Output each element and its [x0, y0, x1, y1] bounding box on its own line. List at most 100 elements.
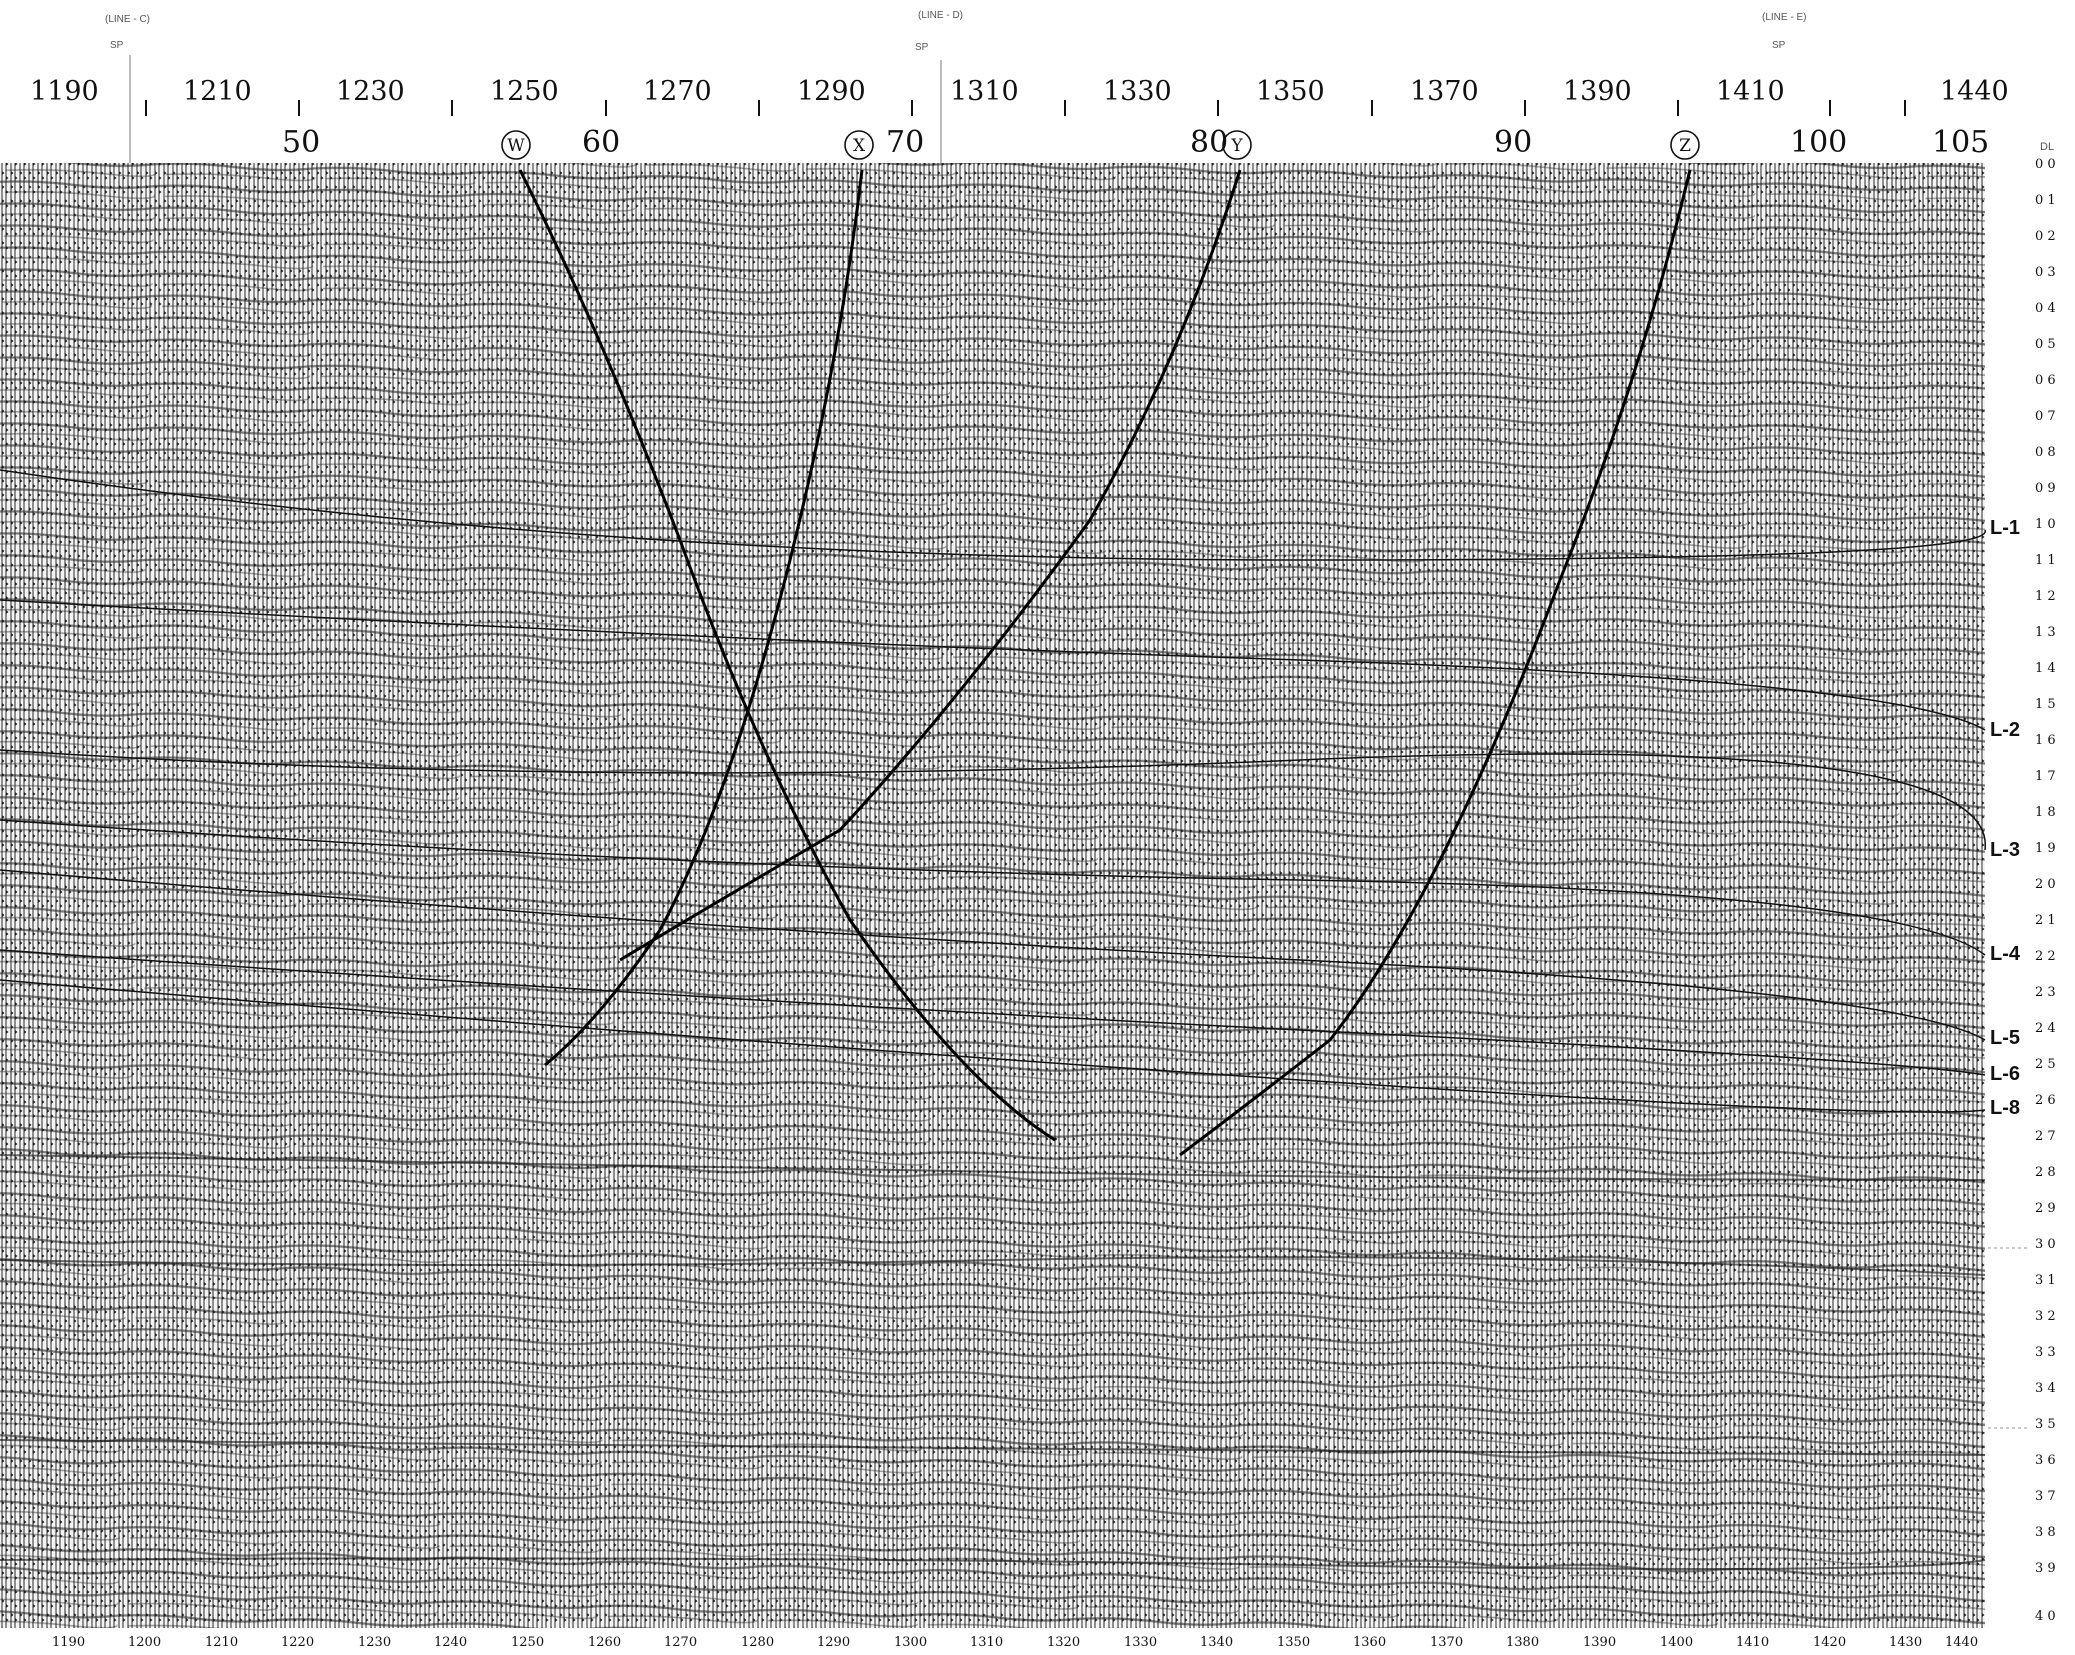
horizon-label-l2: L-2: [1990, 719, 2020, 741]
top-sp-tick: 1210: [183, 76, 252, 107]
time-axis-unit: DL: [2040, 141, 2054, 153]
sp-ref-c: SP: [110, 40, 124, 51]
time-tick: 0 0: [2035, 157, 2056, 172]
time-tick: 1 9: [2035, 841, 2056, 856]
horizon-lines: [0, 469, 1986, 1113]
fault-label-x: X: [853, 136, 866, 156]
horizon-label-l6: L-6: [1990, 1063, 2020, 1085]
time-tick: 3 3: [2035, 1345, 2056, 1360]
bottom-sp-tick: 1410: [1736, 1635, 1769, 1650]
top-sp-tick: 1370: [1410, 76, 1479, 107]
horizon-label-l8: L-8: [1990, 1097, 2020, 1119]
seismic-data-panel: [0, 163, 1986, 1628]
horizon-l6: [0, 949, 1986, 1076]
line-ref-d: (LINE - D): [918, 10, 963, 21]
bottom-sp-tick: 1240: [434, 1635, 467, 1650]
time-tick: 1 0: [2035, 517, 2056, 532]
time-tick: 2 1: [2035, 913, 2056, 928]
bottom-sp-tick: 1300: [894, 1635, 927, 1650]
bottom-sp-tick: 1400: [1660, 1635, 1693, 1650]
horizon-l4: [0, 819, 1986, 956]
time-tick: 0 5: [2035, 337, 2056, 352]
time-tick: 2 6: [2035, 1093, 2056, 1108]
time-tick: 3 1: [2035, 1273, 2056, 1288]
bottom-sp-tick: 1420: [1813, 1635, 1846, 1650]
time-tick: 1 5: [2035, 697, 2056, 712]
bottom-sp-tick: 1380: [1506, 1635, 1539, 1650]
time-tick: 3 5: [2035, 1417, 2056, 1432]
fault-y-trace: [619, 169, 1242, 962]
top-sp-tick: 1310: [950, 76, 1019, 107]
trace-tick: 100: [1790, 125, 1847, 160]
bottom-sp-tick: 1390: [1583, 1635, 1616, 1650]
time-tick: 3 0: [2035, 1237, 2056, 1252]
horizon-l3: [0, 749, 1986, 851]
time-tick: 0 2: [2035, 229, 2056, 244]
top-sp-tick: 1250: [490, 76, 559, 107]
sp-ref-d: SP: [915, 42, 929, 53]
bottom-sp-tick: 1230: [358, 1635, 391, 1650]
top-sp-tick: 1190: [30, 76, 99, 107]
time-tick: 2 9: [2035, 1201, 2056, 1216]
top-sp-tick: 1290: [797, 76, 866, 107]
trace-tick: 90: [1494, 125, 1532, 160]
time-tick: 0 7: [2035, 409, 2056, 424]
bottom-sp-tick: 1330: [1124, 1635, 1157, 1650]
horizon-l2: [0, 599, 1986, 731]
bottom-sp-tick: 1360: [1353, 1635, 1386, 1650]
bottom-sp-tick: 1430: [1889, 1635, 1922, 1650]
time-tick: 1 2: [2035, 589, 2056, 604]
trace-tick: 60: [582, 125, 620, 160]
horizon-l5: [0, 869, 1986, 1041]
horizon-label-l1: L-1: [1990, 517, 2020, 539]
time-tick: 1 8: [2035, 805, 2056, 820]
bottom-sp-tick: 1290: [817, 1635, 850, 1650]
bottom-sp-tick: 1310: [970, 1635, 1003, 1650]
top-sp-tick: 1410: [1716, 76, 1785, 107]
time-tick: 0 4: [2035, 301, 2056, 316]
bottom-sp-tick: 1370: [1430, 1635, 1463, 1650]
bottom-sp-tick: 1190: [52, 1635, 85, 1650]
horizon-l1: [0, 469, 1986, 561]
line-reference-labels: (LINE - C) (LINE - D) (LINE - E) SP SP S…: [105, 10, 1806, 53]
time-tick: 0 3: [2035, 265, 2056, 280]
time-tick: 0 1: [2035, 193, 2056, 208]
horizon-l8: [0, 979, 1986, 1113]
sp-ref-e: SP: [1772, 40, 1786, 51]
horizon-labels: L-1 L-2 L-3 L-4 L-5 L-6 L-8: [1990, 517, 2021, 1119]
top-sp-tick: 1270: [643, 76, 712, 107]
bottom-sp-tick: 1280: [741, 1635, 774, 1650]
trace-tick: 105: [1932, 125, 1989, 160]
top-sp-tick: 1230: [336, 76, 405, 107]
time-tick: 2 4: [2035, 1021, 2056, 1036]
line-ref-e: (LINE - E): [1762, 12, 1806, 23]
time-tick: 1 7: [2035, 769, 2056, 784]
time-tick: 2 5: [2035, 1057, 2056, 1072]
horizon-label-l3: L-3: [1990, 839, 2020, 861]
fault-markers: W X Y Z: [501, 130, 1700, 160]
bottom-sp-tick: 1440: [1945, 1635, 1978, 1650]
time-tick: 2 7: [2035, 1129, 2056, 1144]
bottom-sp-tick: 1260: [588, 1635, 621, 1650]
time-tick: 3 4: [2035, 1381, 2056, 1396]
horizon-label-l4: L-4: [1990, 943, 2021, 965]
fault-traces: [518, 169, 1692, 1157]
time-tick: 3 6: [2035, 1453, 2056, 1468]
top-sp-tick: 1390: [1563, 76, 1632, 107]
bottom-sp-tick: 1350: [1277, 1635, 1310, 1650]
bottom-sp-tick: 1320: [1047, 1635, 1080, 1650]
bottom-sp-tick: 1270: [664, 1635, 697, 1650]
time-tick: 0 9: [2035, 481, 2056, 496]
time-tick: 4 0: [2035, 1609, 2056, 1624]
trace-tick: 70: [886, 125, 924, 160]
fault-label-w: W: [507, 136, 525, 156]
bottom-sp-tick: 1340: [1200, 1635, 1233, 1650]
top-sp-tick: 1350: [1256, 76, 1325, 107]
time-tick: 2 8: [2035, 1165, 2056, 1180]
time-tick: 1 6: [2035, 733, 2056, 748]
time-tick: 2 3: [2035, 985, 2056, 1000]
time-tick: 2 0: [2035, 877, 2056, 892]
top-sp-scale: 1190 1210 1230 1250 1270 1290 1310 1330 …: [30, 76, 2009, 116]
time-tick: 3 7: [2035, 1489, 2056, 1504]
